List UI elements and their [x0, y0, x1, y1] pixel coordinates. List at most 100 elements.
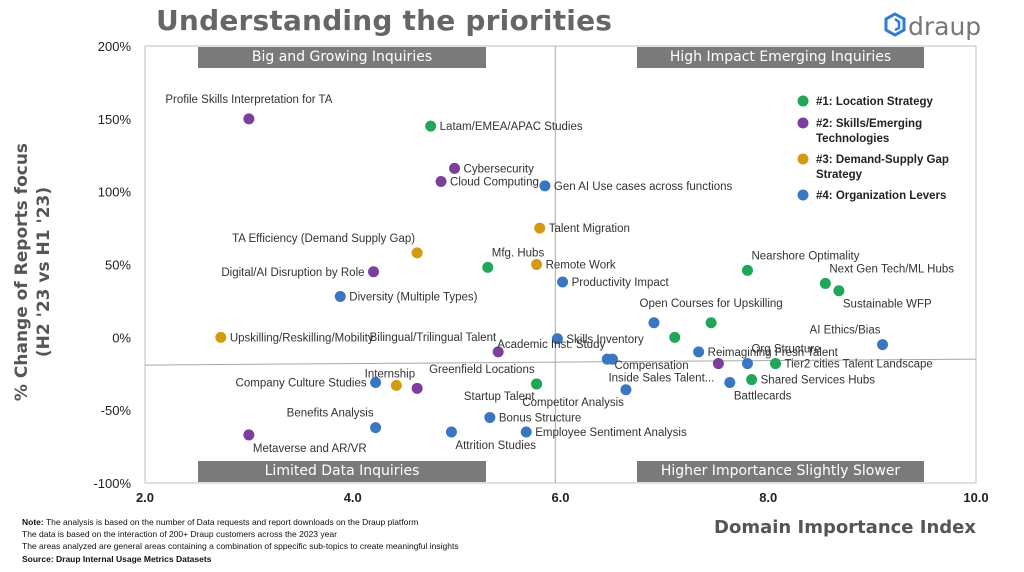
horizontal-divider	[144, 358, 977, 366]
data-point-org	[551, 333, 563, 345]
data-point-label: Inside Sales Talent...	[608, 373, 714, 385]
note-text: The analysis is based on the number of D…	[45, 517, 419, 527]
data-point-label: Company Culture Studies	[236, 377, 367, 389]
data-point-location	[669, 331, 681, 343]
legend-label-skills: #2: Skills/Emerging	[816, 118, 922, 130]
y-axis-title: % Change of Reports focus (H2 '23 vs H1 …	[11, 127, 55, 417]
data-point-skills	[411, 382, 423, 394]
y-tick-label: -100%	[93, 476, 131, 491]
data-point-location	[833, 285, 845, 297]
x-tick-label: 8.0	[759, 490, 777, 505]
data-point-label: Open Courses for Upskilling	[640, 298, 783, 310]
data-point-org	[445, 426, 457, 438]
x-tick-label: 10.0	[963, 490, 988, 505]
data-point-org	[620, 384, 632, 396]
legend-marker-location	[797, 95, 809, 107]
legend-label-location: #1: Location Strategy	[816, 96, 934, 108]
data-point-location	[741, 264, 753, 276]
legend-marker-skills	[797, 117, 809, 129]
page-title: Understanding the priorities	[156, 4, 613, 37]
legend-label-skills: Technologies	[816, 133, 889, 145]
data-point-demand	[215, 331, 227, 343]
data-point-label: Sustainable WFP	[843, 299, 932, 311]
y-tick-label: 150%	[98, 112, 132, 127]
legend-label-demand: Strategy	[816, 169, 863, 181]
draup-logo: draup	[884, 8, 981, 44]
data-point-label: Tier2 cities Talent Landscape	[785, 359, 933, 371]
data-point-org	[877, 339, 889, 351]
data-point-label: Greenfield Locations	[429, 364, 535, 376]
data-point-org	[539, 180, 551, 192]
data-point-label: Talent Migration	[549, 223, 630, 235]
quadrant-banner-top-left: Big and Growing Inquiries	[198, 47, 486, 68]
data-point-location	[746, 374, 758, 386]
legend-label-demand: #3: Demand-Supply Gap	[816, 154, 949, 166]
footnotes: Note: The analysis is based on the numbe…	[22, 516, 459, 565]
data-point-label: Digital/AI Disruption by Role	[221, 267, 364, 279]
data-point-demand	[531, 259, 543, 270]
y-tick-label: 200%	[98, 39, 132, 54]
draup-logo-icon	[884, 12, 906, 37]
data-point-label: Mfg. Hubs	[492, 247, 545, 259]
y-tick-label: 100%	[98, 185, 132, 200]
data-point-demand	[390, 379, 402, 391]
data-point-label: Diversity (Multiple Types)	[349, 292, 477, 304]
legend-label-org: #4: Organization Levers	[816, 190, 946, 202]
legend-marker-org	[797, 189, 809, 201]
note-line-3: The areas analyzed are general areas con…	[22, 541, 459, 552]
y-tick-label: 0%	[112, 330, 131, 345]
data-point-label: Benefits Analysis	[287, 408, 374, 420]
note-label: Note:	[22, 517, 44, 527]
data-point-label: Internship	[365, 368, 416, 380]
data-point-location	[819, 277, 831, 289]
legend-marker-demand	[797, 153, 809, 165]
data-point-label: Startup Talent	[464, 391, 536, 403]
data-point-label: TA Efficiency (Demand Supply Gap)	[232, 233, 415, 245]
data-point-label: Metaverse and AR/VR	[253, 443, 367, 455]
draup-logo-text: draup	[908, 11, 982, 41]
data-point-org	[520, 426, 532, 438]
data-point-org	[648, 317, 660, 329]
data-point-label: Gen AI Use cases across functions	[554, 181, 733, 193]
data-point-org	[606, 353, 618, 365]
data-point-label: Cybersecurity	[464, 163, 535, 175]
data-point-label: Skills Inventory	[566, 334, 644, 346]
data-point-label: Bilingual/Trilingual Talent	[370, 332, 497, 344]
y-axis-title-line1: % Change of Reports focus	[12, 142, 32, 402]
data-point-location	[531, 378, 543, 390]
data-point-label: Cloud Computing	[450, 176, 539, 188]
data-point-org	[693, 346, 705, 358]
quadrant-banner-top-right: High Impact Emerging Inquiries	[637, 47, 924, 68]
data-point-label: Competitor Analysis	[522, 397, 624, 409]
quadrant-banner-bottom-left: Limited Data Inquiries	[198, 461, 486, 482]
data-point-label: Profile Skills Interpretation for TA	[165, 94, 332, 106]
data-point-label: AI Ethics/Bias	[810, 325, 881, 337]
data-point-org	[557, 276, 569, 288]
data-point-label: Battlecards	[734, 390, 792, 402]
y-tick-label: -50%	[101, 403, 132, 418]
data-point-org	[724, 376, 736, 388]
note-line-2: The data is based on the interaction of …	[22, 529, 337, 540]
data-point-label: Nearshore Optimality	[751, 250, 859, 262]
data-point-label: Academic Inst. Study	[497, 339, 605, 351]
data-point-label: Upskilling/Reskilling/Mobility	[230, 332, 374, 344]
x-tick-label: 4.0	[344, 490, 362, 505]
data-point-label: Shared Services Hubs	[761, 375, 876, 387]
data-point-demand	[534, 222, 546, 234]
data-point-skills	[712, 358, 724, 370]
data-point-org	[370, 422, 382, 434]
data-point-org	[484, 411, 496, 423]
data-point-label: Bonus Structure	[499, 412, 581, 424]
data-point-org	[334, 291, 346, 303]
data-point-label: Attrition Studies	[455, 440, 536, 452]
data-point-label: Latam/EMEA/APAC Studies	[440, 121, 583, 133]
y-axis-title-line2: (H2 '23 vs H1 '23)	[34, 186, 54, 358]
data-point-label: Remote Work	[546, 260, 616, 272]
data-point-skills	[449, 162, 461, 174]
data-point-label: Next Gen Tech/ML Hubs	[829, 263, 954, 275]
note-line-1: Note: The analysis is based on the numbe…	[22, 516, 459, 528]
data-point-org	[370, 376, 382, 388]
data-point-location	[705, 317, 717, 329]
x-axis-title: Domain Importance Index	[714, 517, 976, 538]
data-point-label: Org Structure	[751, 344, 820, 356]
